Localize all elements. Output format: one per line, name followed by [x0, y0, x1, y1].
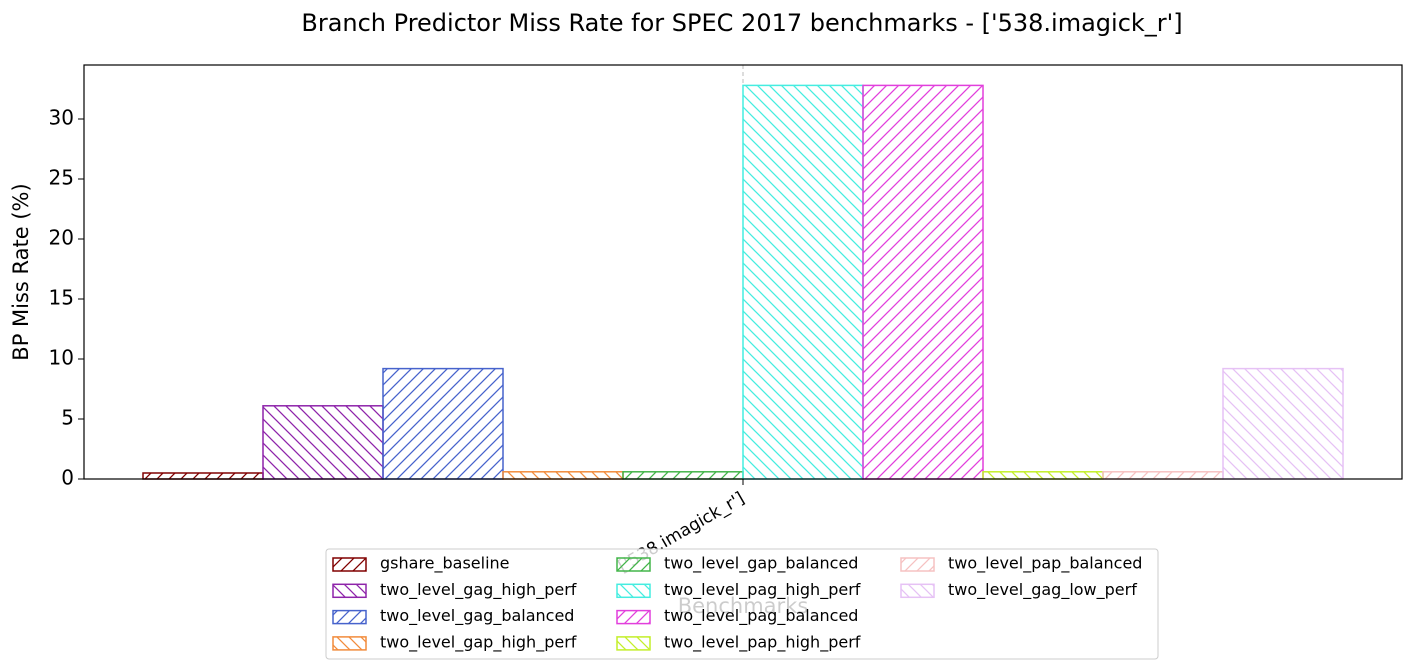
- legend-label: two_level_pag_high_perf: [664, 580, 861, 600]
- legend-swatch: [900, 583, 935, 599]
- legend-swatch: [616, 636, 651, 651]
- legend-swatch: [332, 609, 367, 625]
- bar: [1102, 471, 1224, 480]
- y-tick-label: 25: [49, 166, 74, 190]
- y-tick-label: 0: [61, 466, 74, 490]
- legend-label: two_level_gap_high_perf: [380, 632, 577, 652]
- legend-label: two_level_pap_balanced: [948, 554, 1142, 574]
- chart-title: Branch Predictor Miss Rate for SPEC 2017…: [301, 9, 1182, 37]
- legend-label: two_level_pag_balanced: [664, 606, 858, 626]
- legend-swatch: [332, 583, 367, 599]
- legend-box: [325, 548, 1159, 660]
- legend-label: two_level_gag_high_perf: [380, 580, 577, 600]
- y-tick-label: 15: [49, 286, 74, 310]
- bar: [622, 471, 744, 480]
- legend-swatch: [332, 636, 367, 651]
- legend-label: gshare_baseline: [380, 554, 510, 574]
- legend-label: two_level_gag_low_perf: [948, 580, 1137, 600]
- legend-swatch: [900, 557, 935, 572]
- legend: gshare_baselinetwo_level_gag_high_perftw…: [325, 548, 1159, 660]
- plot-frame: [83, 64, 1403, 480]
- bar: [742, 84, 864, 480]
- legend-label: two_level_pap_high_perf: [664, 632, 861, 652]
- legend-swatch: [332, 557, 367, 572]
- legend-swatch: [616, 609, 651, 625]
- legend-label: two_level_gap_balanced: [664, 554, 858, 574]
- legend-swatch: [616, 583, 651, 599]
- bar: [382, 367, 504, 480]
- bar: [862, 84, 984, 480]
- bar: [262, 405, 384, 480]
- y-tick-label: 20: [49, 226, 74, 250]
- legend-label: two_level_gag_balanced: [380, 606, 574, 626]
- y-axis-label: BP Miss Rate (%): [9, 183, 33, 360]
- y-tick-label: 30: [49, 106, 74, 130]
- y-tick-label: 10: [49, 346, 74, 370]
- y-tick-label: 5: [61, 406, 74, 430]
- legend-swatch: [616, 557, 651, 572]
- bar: [1222, 367, 1344, 480]
- bar: [502, 471, 624, 480]
- bar: [982, 471, 1104, 480]
- bar: [142, 472, 264, 480]
